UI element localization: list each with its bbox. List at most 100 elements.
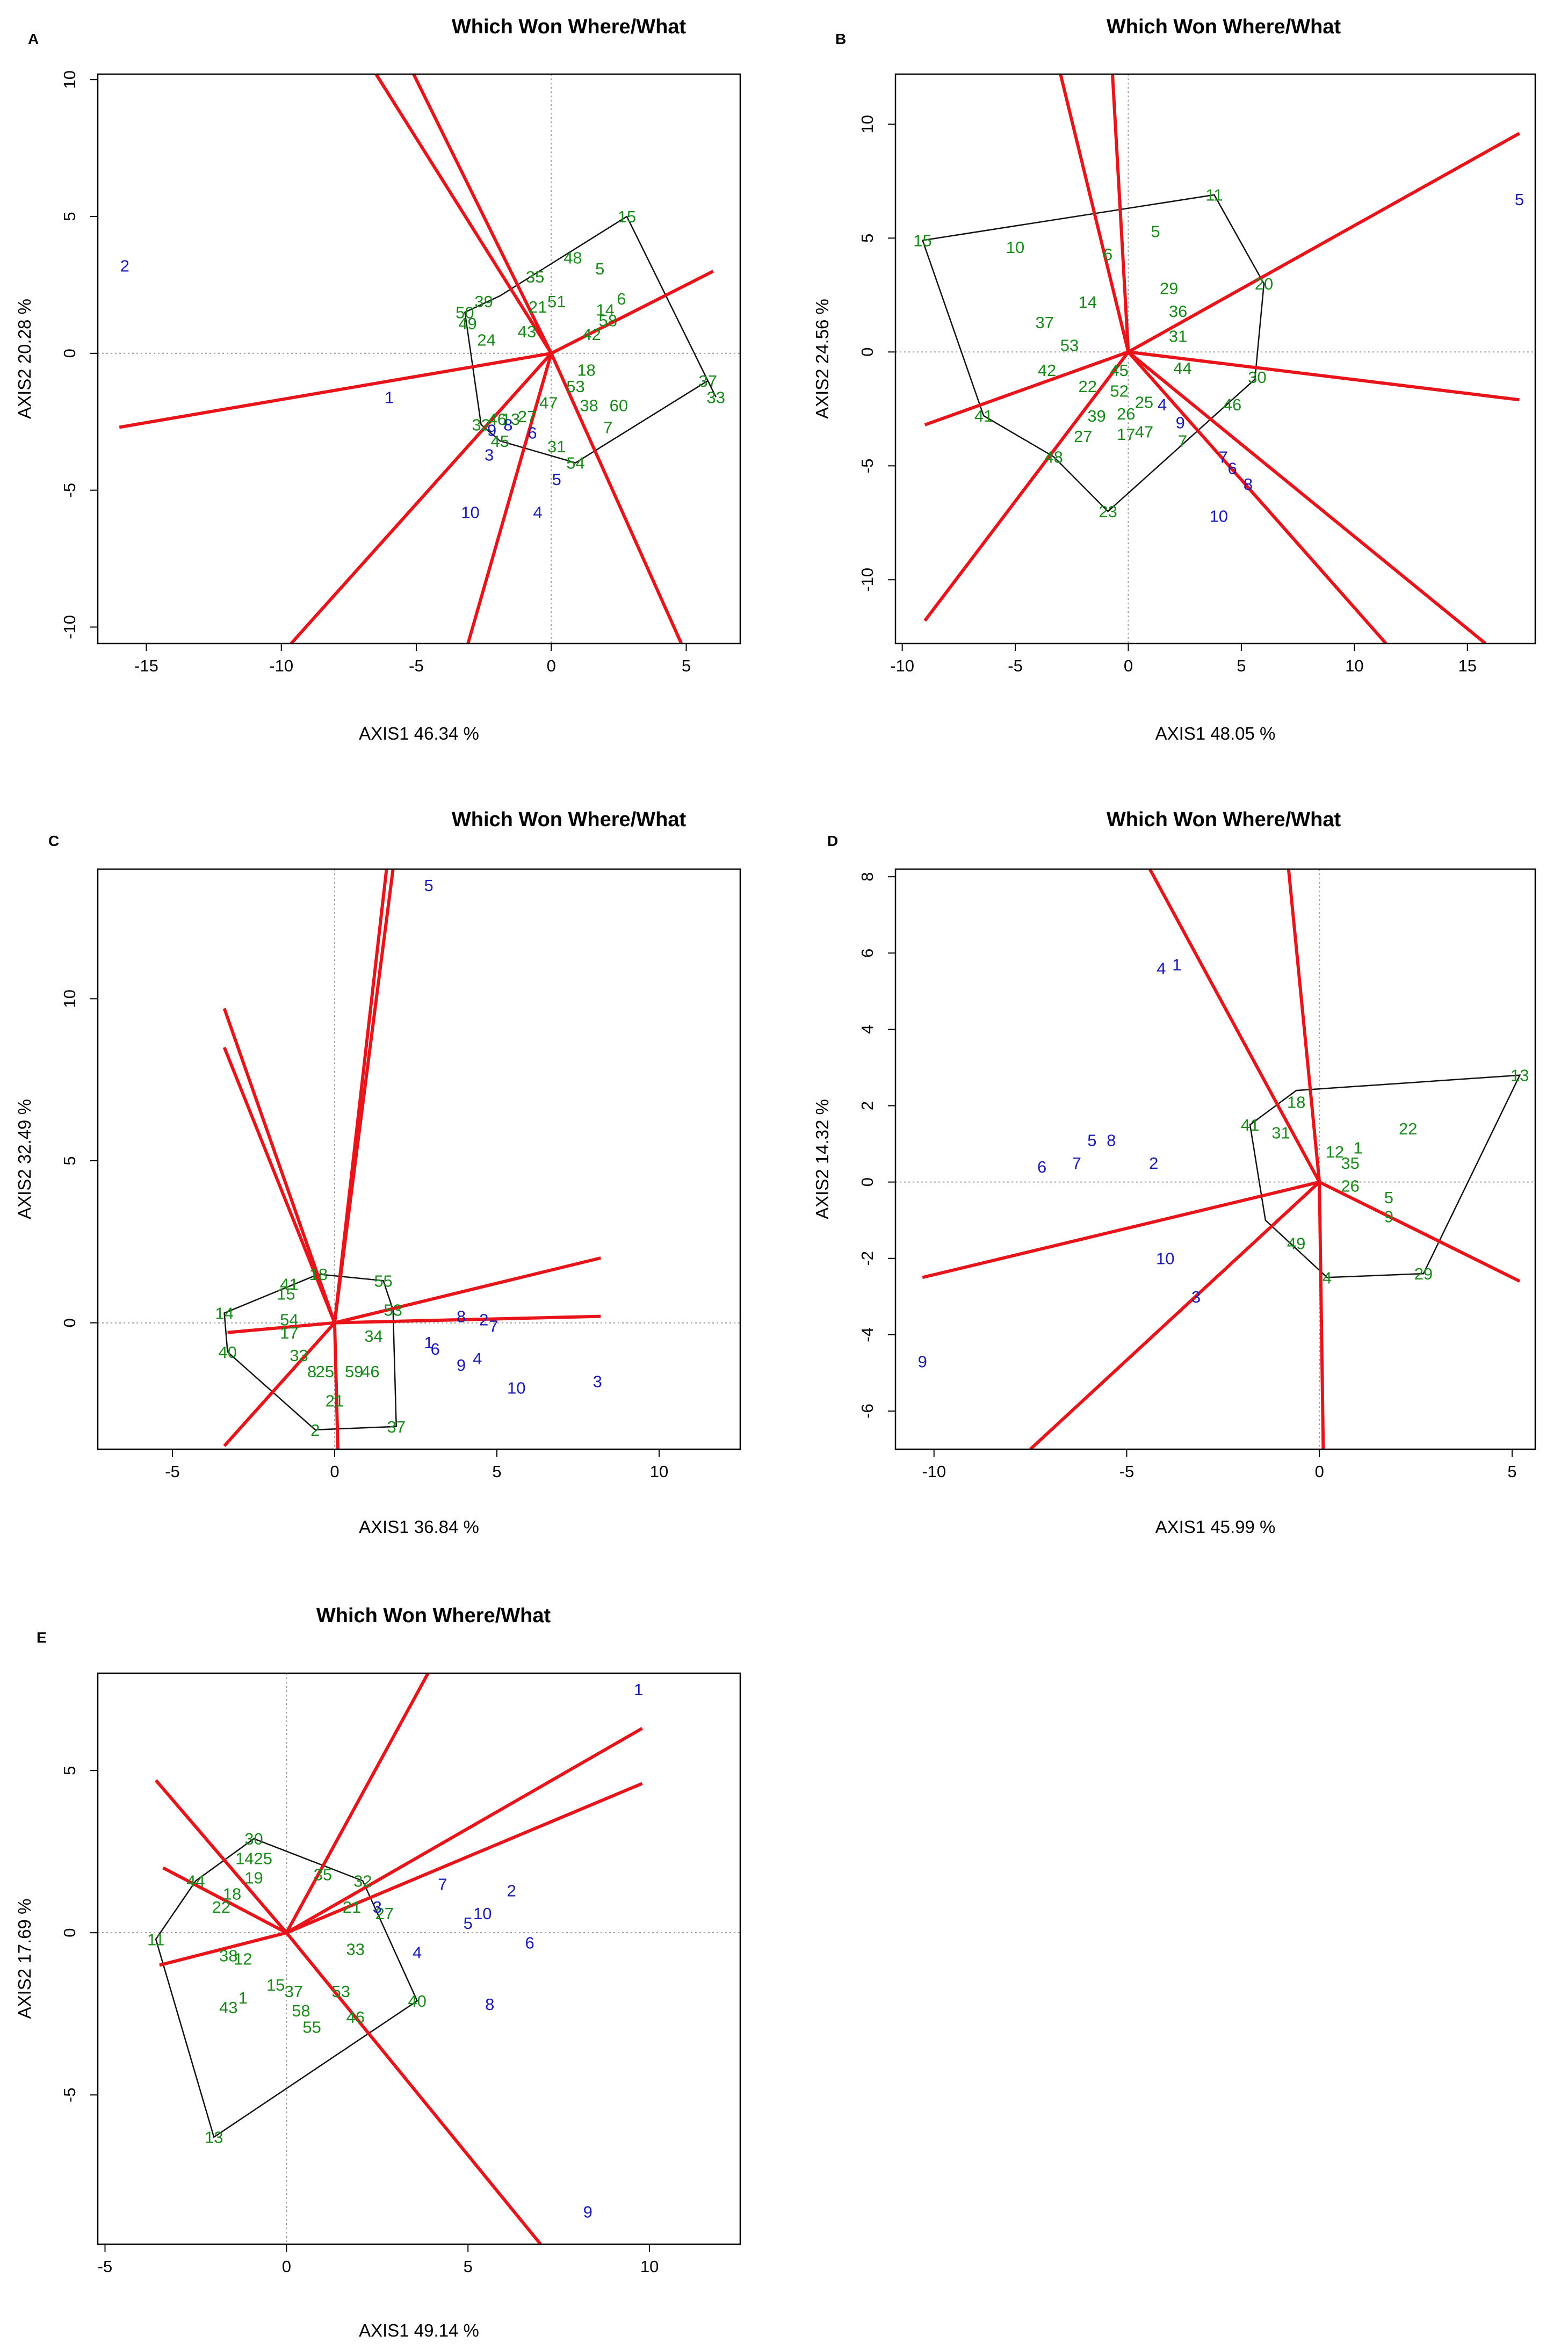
sector-line [119,351,552,429]
sector-line [1029,1181,1321,1449]
x-tick-label: 15 [1458,656,1477,675]
y-tick-label: -2 [858,1251,877,1266]
y-axis-label: AXIS2 20.28 % [15,299,34,419]
environment-label: 4 [413,1943,422,1962]
environment-label: 3 [485,445,494,464]
sector-line [1318,1180,1521,1283]
genotype-label: 44 [186,1872,205,1891]
x-tick-label: -10 [922,1462,946,1481]
genotype-label: 23 [1099,502,1117,521]
genotype-label: 41 [1241,1116,1259,1134]
sector-line [924,350,1129,426]
plot-frame [894,73,1536,645]
x-tick-label: 10 [1345,656,1363,675]
genotype-label: 27 [518,407,536,426]
y-tick-label: -5 [60,483,79,498]
genotype-label: 47 [1135,423,1153,442]
genotype-label: 22 [212,1898,230,1917]
genotype-label: 5 [1151,222,1160,241]
genotype-label: 50 [456,303,474,322]
x-tick-label: 5 [1507,1462,1516,1481]
genotype-label: 1425 [235,1849,272,1868]
genotype-label: 46 [361,1362,379,1381]
genotype-label: 55 [302,2018,321,2036]
genotype-label: 22 [1399,1119,1417,1138]
y-axis-label: AXIS2 32.49 % [15,1099,34,1219]
sector-line [222,1046,336,1324]
genotype-label: 46 [488,410,506,429]
genotype-label: 29 [1414,1264,1433,1283]
environment-label: 7 [489,1317,498,1336]
environment-label: 5 [464,1914,473,1933]
sector-line [333,1322,339,1449]
genotype-label: 7 [1178,432,1187,451]
genotype-label: 31 [1271,1123,1290,1142]
environment-label: 5 [552,470,561,489]
genotype-label: 6 [617,290,626,308]
genotype-label: 33 [290,1346,308,1365]
genotype-label: 43 [518,322,536,341]
genotype-label: 55 [374,1271,392,1290]
environment-label: 2 [507,1882,516,1900]
y-tick-label: -6 [858,1404,877,1419]
chart-title: Which Won Where/What [316,1604,551,1627]
environment-label: 8 [1244,475,1253,494]
genotype-label: 48 [563,248,582,267]
genotype-label: 33 [707,388,725,407]
environment-label: 10 [473,1904,492,1923]
genotype-label: 31 [547,437,566,456]
sector-line [285,1932,542,2244]
genotype-label: 12 [234,1950,252,1969]
environment-label: 3 [593,1372,602,1391]
environment-label: 5 [1515,190,1524,209]
sector-line [1318,1182,1325,1449]
environment-label: 2 [1149,1154,1158,1173]
genotype-label: 38 [580,396,598,415]
genotype-label: 45 [491,432,509,451]
genotype-label: 21 [529,298,547,316]
genotype-label: 43 [219,1998,237,2017]
genotype-label: 46 [346,2008,365,2027]
y-tick-label: 5 [858,234,877,243]
genotype-label: 13 [205,2128,223,2147]
y-axis-label: AXIS2 17.69 % [15,1899,34,2019]
panel-label: D [827,833,838,849]
environment-label: 7 [1219,447,1228,466]
environment-label: 2 [479,1311,488,1329]
sector-line [162,1866,287,1934]
genotype-label: 9 [1384,1207,1393,1226]
genotype-label: 41 [974,407,993,425]
sector-line [1287,869,1321,1182]
genotype-label: 52 [1110,381,1128,400]
y-axis-label: AXIS2 24.56 % [812,299,832,419]
environment-label: 8 [457,1307,466,1326]
genotype-label: 35 [526,267,544,286]
environment-label: 9 [487,421,496,440]
environment-label: 8 [503,415,512,434]
genotype-label: 44 [1173,359,1191,378]
sector-line [1127,351,1388,643]
panel-label: E [37,1629,47,1646]
genotype-label: 33 [346,1940,365,1958]
y-tick-label: 6 [858,949,877,958]
environment-label: 10 [1156,1249,1174,1268]
x-tick-label: -5 [98,2257,113,2276]
x-tick-label: 0 [1124,656,1133,675]
genotype-label: 13 [502,410,520,429]
x-tick-label: 5 [492,1462,501,1481]
environment-label: 10 [1210,507,1228,526]
genotype-label: 24 [477,330,495,349]
genotype-label: 12 [1326,1143,1344,1161]
genotype-label: 36 [1169,302,1187,321]
genotype-label: 53 [384,1301,402,1320]
genotype-label: 15 [913,232,931,250]
panel-D: Which Won Where/What D AXIS1 45.99 % AXIS2 … [812,808,1536,1537]
genotype-label: 45 [1110,361,1128,380]
environment-label: 6 [1227,459,1237,478]
environment-label: 9 [583,2203,592,2222]
genotype-label: 54 [280,1311,298,1329]
